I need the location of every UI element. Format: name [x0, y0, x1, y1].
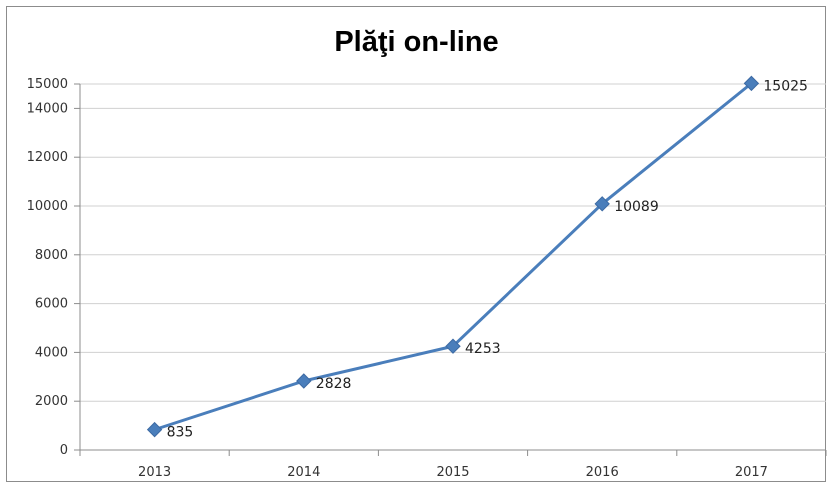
x-tick-label: 2015: [436, 465, 469, 480]
y-tick-label: 15000: [27, 77, 68, 92]
data-label: 2828: [316, 376, 352, 392]
y-tick-label: 12000: [27, 150, 68, 165]
x-tick-label: 2017: [735, 465, 768, 480]
data-point-marker: [594, 196, 610, 212]
y-tick-label: 6000: [35, 297, 68, 312]
x-tick-label: 2014: [287, 465, 320, 480]
y-tick-label: 14000: [27, 101, 68, 116]
y-tick-label: 2000: [35, 394, 68, 409]
x-tick-label: 2016: [586, 465, 619, 480]
data-label: 15025: [763, 78, 808, 94]
data-label: 835: [167, 425, 194, 441]
data-point-marker: [296, 373, 312, 389]
data-point-marker: [146, 421, 163, 438]
y-tick-label: 8000: [35, 248, 68, 263]
chart-title: Plăţi on-line: [334, 26, 499, 58]
y-tick-label: 0: [60, 443, 68, 458]
y-tick-label: 10000: [27, 199, 68, 214]
chart-frame: [6, 6, 826, 482]
data-label: 10089: [614, 199, 659, 215]
x-tick-label: 2013: [138, 465, 171, 480]
data-label: 4253: [465, 341, 501, 357]
data-point-marker: [445, 338, 461, 354]
y-tick-label: 4000: [35, 345, 68, 360]
data-point-marker: [743, 75, 760, 92]
series-line: [153, 81, 753, 432]
